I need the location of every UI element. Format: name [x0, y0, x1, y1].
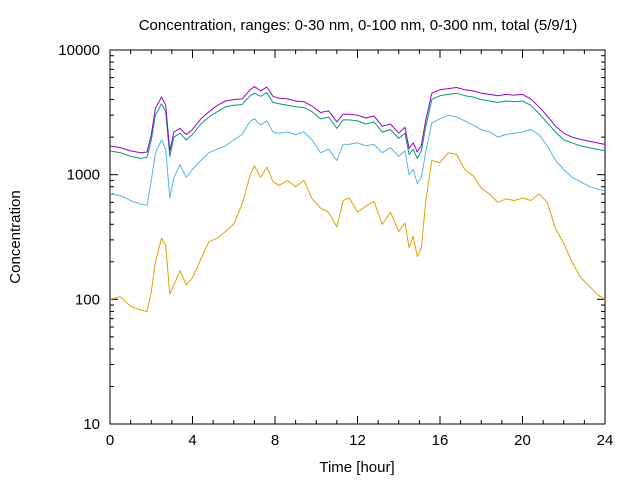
chart-title: Concentration, ranges: 0-30 nm, 0-100 nm… [139, 17, 578, 34]
series-line-4 [109, 86, 606, 154]
y-tick-label: 10000 [58, 42, 100, 59]
x-tick-label: 24 [597, 432, 614, 449]
x-tick-label: 4 [188, 432, 196, 449]
series-line-2 [109, 114, 606, 206]
y-tick-label: 10 [83, 416, 100, 433]
series-line-1 [109, 152, 606, 312]
series-lines [109, 86, 606, 312]
x-tick-label: 0 [106, 432, 114, 449]
y-tick-label: 1000 [67, 167, 100, 184]
y-tick-label: 100 [75, 291, 100, 308]
x-axis-label: Time [hour] [319, 459, 394, 476]
y-axis-label: Concentration [7, 190, 24, 283]
plot-frame [109, 49, 606, 425]
x-tick-label: 20 [514, 432, 531, 449]
x-tick-label: 16 [432, 432, 449, 449]
x-tick-label: 12 [349, 432, 366, 449]
x-tick-label: 8 [271, 432, 279, 449]
axis-ticks: 0 4 8 12 16 20 24 10 100 1000 10000 [58, 42, 613, 449]
series-line-3 [109, 92, 606, 159]
